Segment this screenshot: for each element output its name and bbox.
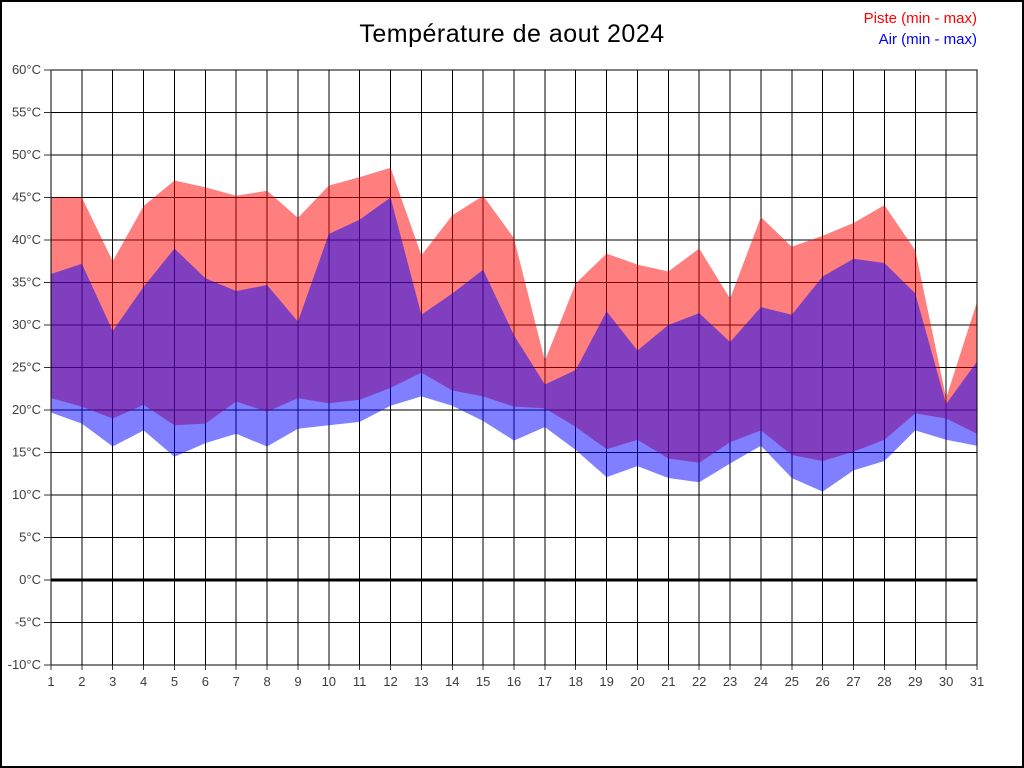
y-tick-label: 10°C (12, 487, 41, 502)
chart-title: Température de aout 2024 (359, 20, 665, 48)
legend: Piste (min - max) Air (min - max) (864, 8, 977, 50)
x-tick-label: 23 (723, 674, 737, 689)
legend-piste-label: Piste (min - max) (863, 10, 977, 27)
y-tick-label: 25°C (12, 360, 41, 375)
y-tick-label: 20°C (12, 402, 41, 417)
x-tick-label: 20 (630, 674, 644, 689)
x-tick-label: 12 (383, 674, 397, 689)
air-band (51, 197, 977, 492)
x-tick-label: 9 (294, 674, 301, 689)
x-tick-label: 10 (322, 674, 336, 689)
x-tick-label: 2 (78, 674, 85, 689)
x-tick-label: 8 (263, 674, 270, 689)
x-tick-label: 21 (661, 674, 675, 689)
x-tick-label: 27 (846, 674, 860, 689)
y-tick-label: 60°C (12, 62, 41, 77)
x-tick-label: 13 (414, 674, 428, 689)
x-tick-label: 26 (815, 674, 829, 689)
x-tick-label: 16 (507, 674, 521, 689)
y-tick-label: 5°C (19, 530, 41, 545)
x-tick-label: 1 (47, 674, 54, 689)
y-tick-label: 55°C (12, 105, 41, 120)
y-tick-label: 30°C (12, 317, 41, 332)
x-tick-label: 28 (877, 674, 891, 689)
y-tick-label: 45°C (12, 190, 41, 205)
x-tick-label: 4 (140, 674, 147, 689)
x-tick-label: 17 (538, 674, 552, 689)
y-tick-label: -5°C (15, 615, 41, 630)
x-tick-label: 24 (754, 674, 768, 689)
x-tick-label: 15 (476, 674, 490, 689)
y-tick-label: 0°C (19, 572, 41, 587)
x-tick-label: 30 (939, 674, 953, 689)
y-tick-label: 35°C (12, 275, 41, 290)
y-tick-label: 40°C (12, 232, 41, 247)
axis-ticks (44, 69, 978, 670)
y-tick-label: 50°C (12, 147, 41, 162)
x-tick-label: 31 (970, 674, 984, 689)
x-tick-label: 6 (202, 674, 209, 689)
x-tick-label: 5 (171, 674, 178, 689)
x-tick-label: 25 (785, 674, 799, 689)
x-tick-label: 29 (908, 674, 922, 689)
x-tick-label: 22 (692, 674, 706, 689)
x-tick-label: 18 (568, 674, 582, 689)
legend-air-label: Air (min - max) (878, 31, 977, 48)
y-tick-label: 15°C (12, 445, 41, 460)
axis-labels: 60°C55°C50°C45°C40°C35°C30°C25°C20°C15°C… (8, 62, 985, 689)
x-tick-label: 7 (233, 674, 240, 689)
x-tick-label: 11 (353, 674, 367, 689)
x-tick-label: 19 (599, 674, 613, 689)
x-tick-label: 14 (445, 674, 459, 689)
y-tick-label: -10°C (8, 657, 41, 672)
x-tick-label: 3 (109, 674, 116, 689)
